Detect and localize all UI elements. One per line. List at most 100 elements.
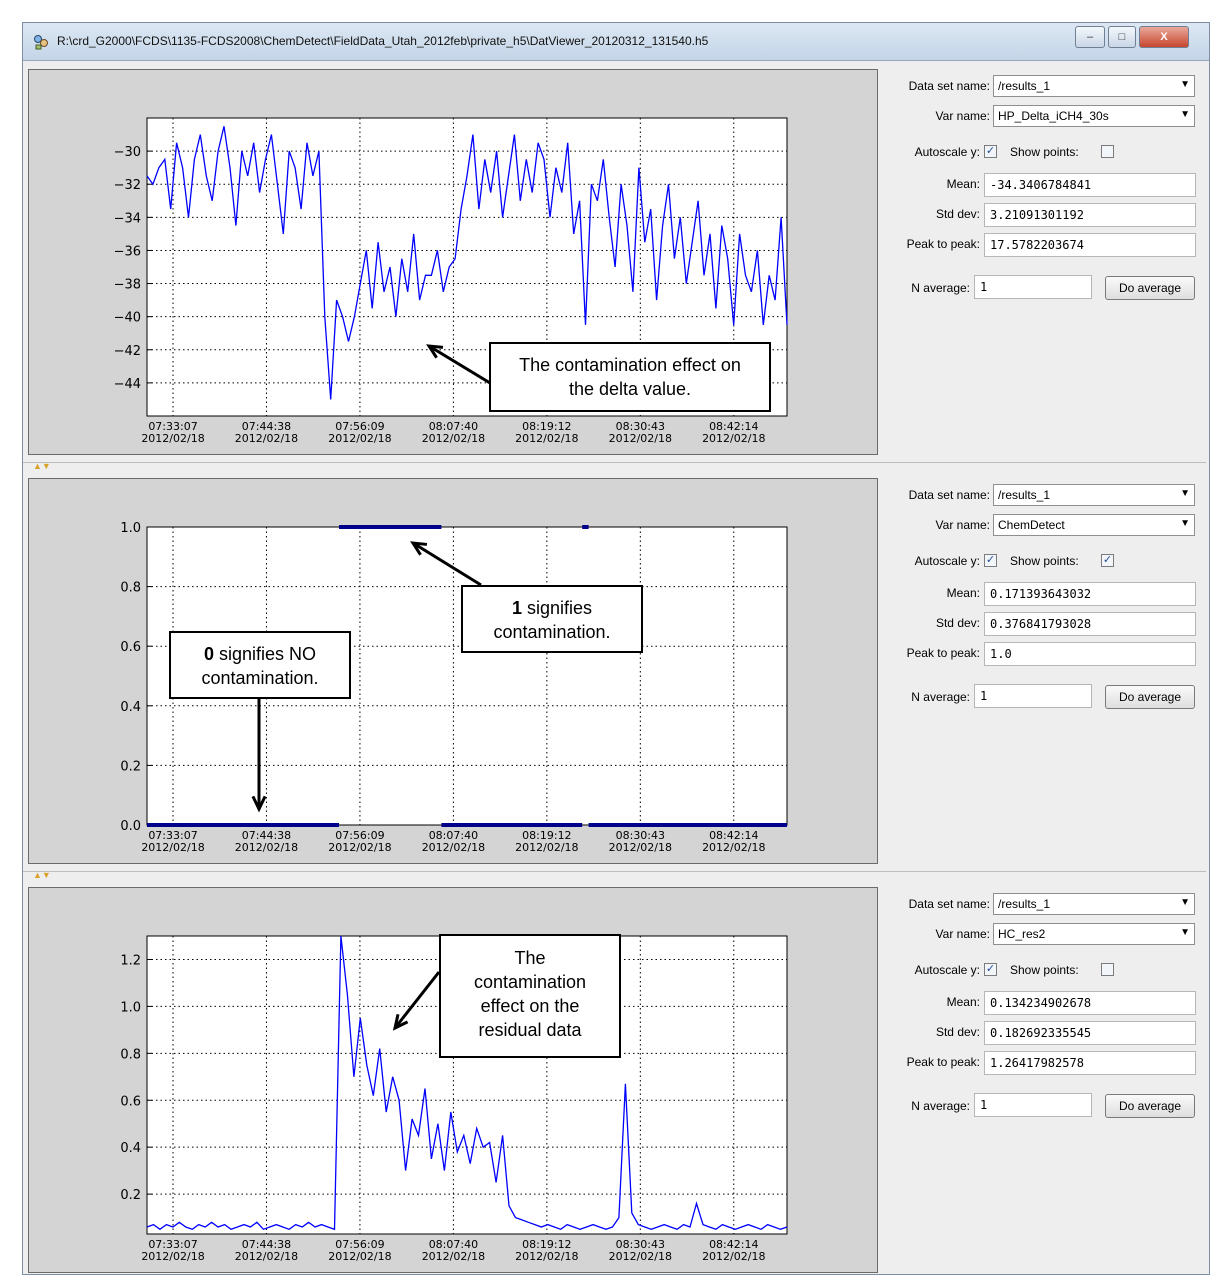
x-tick-label-time: 08:42:14 xyxy=(709,1238,758,1251)
dataset-label: Data set name: xyxy=(908,488,990,502)
callout-arrowhead xyxy=(392,1014,409,1031)
navg-label: N average: xyxy=(911,690,970,704)
x-tick-label-time: 08:42:14 xyxy=(709,420,758,433)
x-tick-label-date: 2012/02/18 xyxy=(702,1250,765,1263)
varname-combo[interactable]: ChemDetect ▼ xyxy=(993,514,1195,536)
plot-frame: 07:33:07 2012/02/18 07:44:38 2012/02/18 07:5… xyxy=(28,478,878,864)
x-tick-label-time: 07:44:38 xyxy=(242,420,291,433)
splitter-arrows-icon: ▲▼ xyxy=(33,461,51,471)
x-tick-label-time: 08:19:12 xyxy=(522,1238,571,1251)
navg-field[interactable]: 1 xyxy=(974,275,1092,299)
x-tick-label-date: 2012/02/18 xyxy=(515,432,578,445)
dataset-label: Data set name: xyxy=(908,79,990,93)
chevron-down-icon: ▼ xyxy=(1180,518,1190,529)
maximize-button[interactable]: □ xyxy=(1108,26,1136,48)
checkmark-icon: ✓ xyxy=(1102,554,1113,566)
std-label: Std dev: xyxy=(935,207,980,221)
showpoints-label: Show points: xyxy=(1010,554,1079,568)
p2p-field[interactable]: 1.26417982578 xyxy=(984,1051,1196,1075)
do-average-button[interactable]: Do average xyxy=(1105,276,1195,300)
showpoints-checkbox[interactable] xyxy=(1101,145,1114,158)
mean-label: Mean: xyxy=(946,586,980,600)
y-tick-label: 0.4 xyxy=(120,1141,141,1156)
app-icon xyxy=(34,35,48,50)
y-tick-label: −30 xyxy=(114,145,141,160)
residual-line-chart[interactable]: 07:33:072012/02/1807:44:382012/02/1807:5… xyxy=(29,888,879,1274)
callout-text-1: signifies xyxy=(521,598,593,618)
mean-field[interactable]: 0.171393643032 xyxy=(984,582,1196,606)
showpoints-checkbox[interactable]: ✓ xyxy=(1101,554,1114,567)
minimize-button[interactable]: – xyxy=(1075,26,1105,48)
chevron-down-icon: ▼ xyxy=(1180,927,1190,938)
mean-field[interactable]: -34.3406784841 xyxy=(984,173,1196,197)
varname-combo[interactable]: HP_Delta_iCH4_30s ▼ xyxy=(993,105,1195,127)
x-tick-label-time: 08:07:40 xyxy=(429,1238,478,1251)
x-tick-label-time: 08:19:12 xyxy=(522,420,571,433)
callout-arrowhead xyxy=(251,795,267,813)
varname-label: Var name: xyxy=(935,927,990,941)
autoscale-checkbox[interactable]: ✓ xyxy=(984,963,997,976)
chevron-down-icon: ▼ xyxy=(1180,897,1190,908)
close-button[interactable]: X xyxy=(1139,26,1189,48)
x-tick-label-date: 2012/02/18 xyxy=(235,841,298,854)
y-tick-label: 0.4 xyxy=(120,700,141,715)
splitter-handle[interactable]: ▲▼ xyxy=(23,461,1206,471)
y-tick-label: 0.2 xyxy=(120,759,141,774)
y-tick-label: −38 xyxy=(114,278,141,293)
y-tick-label: −44 xyxy=(114,377,141,392)
callout-line-1: The contamination effect on xyxy=(519,355,741,375)
x-tick-label-date: 2012/02/18 xyxy=(609,1250,672,1263)
series-line xyxy=(146,935,788,1231)
plot-frame: 07:33:07 2012/02/18 07:44:38 2012/02/18 07:5… xyxy=(28,69,878,455)
p2p-field[interactable]: 17.5782203674 xyxy=(984,233,1196,257)
std-field[interactable]: 0.376841793028 xyxy=(984,612,1196,636)
x-tick-label-date: 2012/02/18 xyxy=(422,841,485,854)
showpoints-checkbox[interactable] xyxy=(1101,963,1114,976)
callout-line-2: the delta value. xyxy=(568,379,692,399)
main-window: R:\crd_G2000\FCDS\1135-FCDS2008\ChemDete… xyxy=(22,22,1210,1275)
navg-field[interactable]: 1 xyxy=(974,1093,1092,1117)
callout-line-1: The xyxy=(514,948,546,968)
callout-residual: The contamination effect on the residual… xyxy=(439,934,621,1058)
callout-no-contamination: 0 signifies NO contamination. xyxy=(169,631,351,699)
autoscale-checkbox[interactable]: ✓ xyxy=(984,145,997,158)
navg-field[interactable]: 1 xyxy=(974,684,1092,708)
x-tick-label-time: 08:30:43 xyxy=(616,829,665,842)
varname-combo[interactable]: HC_res2 ▼ xyxy=(993,923,1195,945)
do-average-button[interactable]: Do average xyxy=(1105,685,1195,709)
chevron-down-icon: ▼ xyxy=(1180,79,1190,90)
autoscale-checkbox[interactable]: ✓ xyxy=(984,554,997,567)
dataset-combo[interactable]: /results_1 ▼ xyxy=(993,75,1195,97)
callout-arrow xyxy=(393,971,441,1029)
autoscale-label: Autoscale y: xyxy=(914,145,980,159)
x-tick-label-date: 2012/02/18 xyxy=(609,841,672,854)
y-tick-label: −34 xyxy=(114,211,141,226)
splitter-handle[interactable]: ▲▼ xyxy=(23,870,1206,880)
autoscale-label: Autoscale y: xyxy=(914,554,980,568)
mean-label: Mean: xyxy=(946,995,980,1009)
std-field[interactable]: 0.182692335545 xyxy=(984,1021,1196,1045)
callout-arrow xyxy=(412,541,482,587)
x-tick-label-time: 08:07:40 xyxy=(429,420,478,433)
x-tick-label-date: 2012/02/18 xyxy=(422,432,485,445)
p2p-field[interactable]: 1.0 xyxy=(984,642,1196,666)
do-average-button[interactable]: Do average xyxy=(1105,1094,1195,1118)
std-field[interactable]: 3.21091301192 xyxy=(984,203,1196,227)
checkmark-icon: ✓ xyxy=(985,963,996,975)
title-bar[interactable]: R:\crd_G2000\FCDS\1135-FCDS2008\ChemDete… xyxy=(23,23,1209,61)
mean-field[interactable]: 0.134234902678 xyxy=(984,991,1196,1015)
showpoints-label: Show points: xyxy=(1010,963,1079,977)
y-tick-label: −42 xyxy=(114,344,141,359)
x-tick-label-date: 2012/02/18 xyxy=(515,1250,578,1263)
x-tick-label-date: 2012/02/18 xyxy=(141,1250,204,1263)
y-tick-label: 0.8 xyxy=(120,581,141,596)
showpoints-label: Show points: xyxy=(1010,145,1079,159)
chemdetect-line-chart[interactable]: 07:33:072012/02/1807:44:382012/02/1807:5… xyxy=(29,479,879,865)
callout-line-3: effect on the xyxy=(480,996,580,1016)
dataset-value: /results_1 xyxy=(998,79,1051,93)
x-tick-label-time: 08:30:43 xyxy=(616,1238,665,1251)
dataset-combo[interactable]: /results_1 ▼ xyxy=(993,484,1195,506)
dataset-combo[interactable]: /results_1 ▼ xyxy=(993,893,1195,915)
x-tick-label-date: 2012/02/18 xyxy=(328,841,391,854)
x-tick-label-time: 08:19:12 xyxy=(522,829,571,842)
